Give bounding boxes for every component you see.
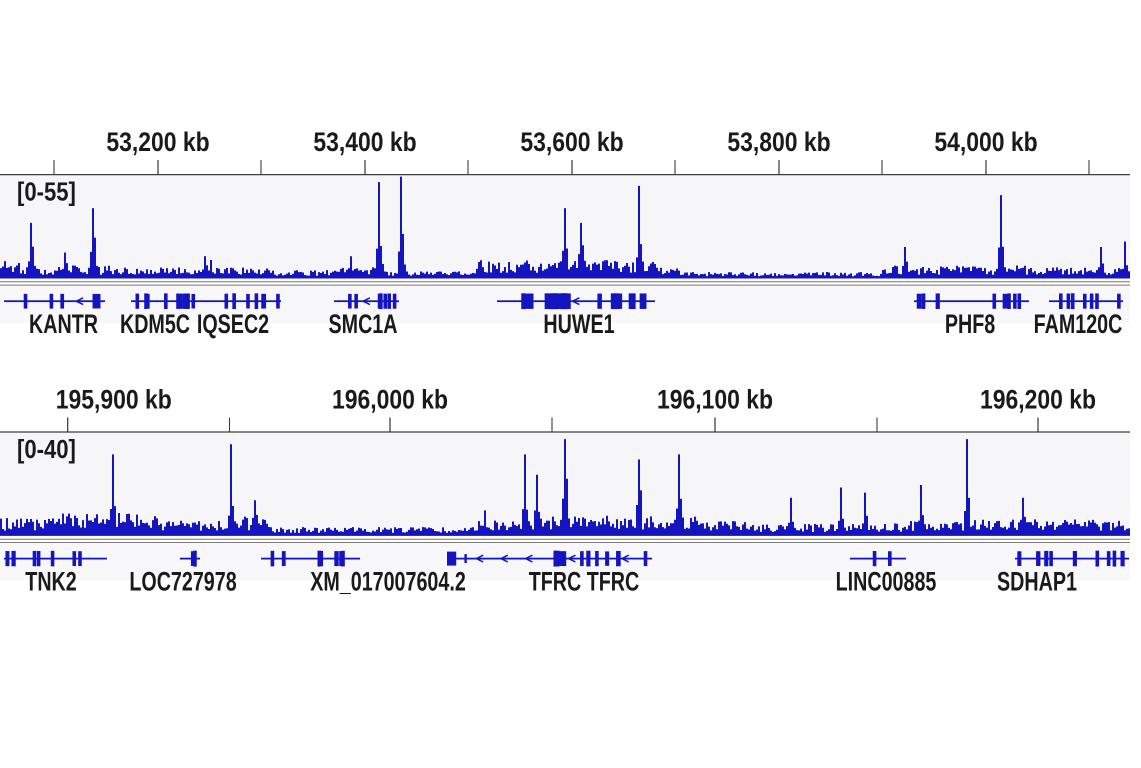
- svg-text:FAM120C: FAM120C: [1034, 310, 1123, 340]
- svg-text:53,800 kb: 53,800 kb: [727, 127, 830, 157]
- svg-text:196,100 kb: 196,100 kb: [657, 385, 773, 415]
- svg-text:54,000 kb: 54,000 kb: [934, 127, 1037, 157]
- svg-text:53,200 kb: 53,200 kb: [106, 127, 209, 157]
- svg-text:[0-55]: [0-55]: [17, 178, 76, 207]
- svg-text:53,600 kb: 53,600 kb: [520, 127, 623, 157]
- svg-text:TNK2: TNK2: [25, 568, 76, 598]
- svg-text:[0-40]: [0-40]: [17, 435, 76, 464]
- svg-text:SDHAP1: SDHAP1: [997, 568, 1077, 598]
- svg-text:195,900 kb: 195,900 kb: [56, 385, 172, 415]
- svg-text:KANTR: KANTR: [29, 310, 98, 340]
- svg-text:XM_017007604.2: XM_017007604.2: [310, 568, 466, 598]
- svg-text:KDM5C: KDM5C: [120, 310, 190, 340]
- svg-text:TFRC TFRC: TFRC TFRC: [529, 568, 640, 598]
- svg-text:SMC1A: SMC1A: [329, 310, 398, 340]
- svg-text:LINC00885: LINC00885: [836, 568, 937, 598]
- svg-text:196,200 kb: 196,200 kb: [980, 385, 1096, 415]
- svg-text:HUWE1: HUWE1: [543, 310, 614, 340]
- svg-text:196,000 kb: 196,000 kb: [332, 385, 448, 415]
- svg-text:LOC727978: LOC727978: [129, 568, 236, 598]
- svg-text:PHF8: PHF8: [945, 310, 995, 340]
- svg-text:IQSEC2: IQSEC2: [197, 310, 269, 340]
- svg-text:53,400 kb: 53,400 kb: [313, 127, 416, 157]
